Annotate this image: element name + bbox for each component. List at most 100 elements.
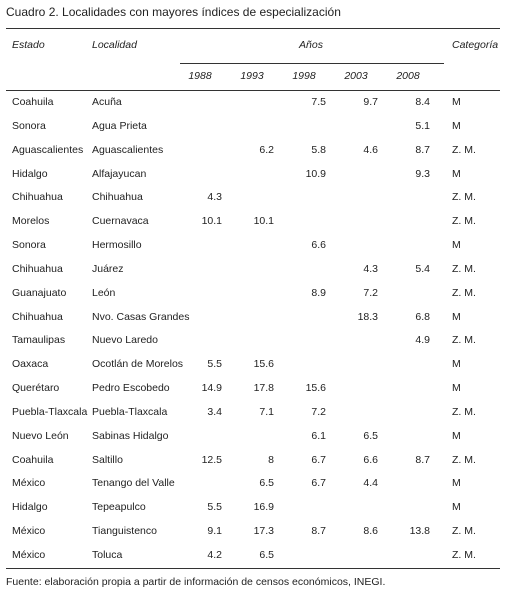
estado: Nuevo León	[12, 429, 69, 442]
categoria: Z. M.	[452, 215, 476, 228]
value: 4.4	[363, 477, 378, 490]
value: 10.1	[201, 215, 222, 228]
value: 14.9	[201, 382, 222, 395]
localidad: Acuña	[92, 96, 122, 108]
estado: Oaxaca	[12, 358, 49, 371]
estado: Guanajuato	[12, 286, 67, 299]
categoria: Z. M.	[452, 453, 476, 466]
value: 9.3	[415, 167, 430, 180]
value: 9.1	[207, 525, 222, 538]
localidad: Tepeapulco	[92, 501, 146, 514]
localidad: Tianguistenco	[92, 525, 157, 538]
categoria: M	[452, 167, 461, 180]
categoria: Z. M.	[452, 286, 476, 299]
value: 6.2	[259, 143, 274, 156]
value: 8.7	[311, 525, 326, 538]
bottom-rule	[6, 568, 500, 569]
value: 18.3	[357, 310, 378, 323]
value: 12.5	[201, 453, 222, 466]
localidad: Ocotlán de Morelos	[92, 358, 184, 371]
categoria: M	[452, 119, 461, 132]
footnote: Fuente: elaboración propia a partir de i…	[6, 576, 386, 588]
value: 5.5	[207, 501, 222, 514]
estado: Morelos	[12, 215, 50, 228]
localidad: León	[92, 286, 116, 299]
value: 8.6	[363, 525, 378, 538]
value: 7.2	[311, 405, 326, 418]
value: 4.2	[207, 548, 222, 561]
header: Localidad	[92, 39, 137, 51]
estado: Puebla-Tlaxcala	[12, 405, 88, 418]
value: 15.6	[305, 382, 326, 395]
localidad: Nuevo Laredo	[92, 334, 158, 347]
localidad: Hermosillo	[92, 239, 142, 252]
estado: México	[12, 548, 46, 561]
categoria: M	[452, 382, 461, 395]
value: 8.7	[415, 453, 430, 466]
estado: México	[12, 477, 46, 490]
categoria: M	[452, 96, 461, 108]
value: 8.7	[415, 143, 430, 156]
value: 10.9	[305, 167, 326, 180]
value: 6.6	[311, 239, 326, 252]
estado: Sonora	[12, 239, 46, 252]
header-bottom-rule	[6, 90, 500, 91]
value: 6.8	[415, 310, 430, 323]
categoria: Z. M.	[452, 191, 476, 204]
categoria: Z. M.	[452, 525, 476, 538]
year-header: 1988	[188, 70, 212, 82]
value: 6.1	[311, 429, 326, 442]
localidad: Aguascalientes	[92, 143, 164, 156]
value: 7.5	[311, 96, 326, 108]
value: 6.5	[363, 429, 378, 442]
header: Años	[299, 39, 323, 51]
value: 6.6	[363, 453, 378, 466]
categoria: M	[452, 310, 461, 323]
header-rule	[180, 63, 444, 64]
categoria: M	[452, 239, 461, 252]
value: 5.4	[415, 262, 430, 275]
year-header: 2003	[344, 70, 368, 82]
categoria: Z. M.	[452, 548, 476, 561]
localidad: Cuernavaca	[92, 215, 149, 228]
estado: Querétaro	[12, 382, 60, 395]
value: 15.6	[253, 358, 274, 371]
categoria: Z. M.	[452, 143, 476, 156]
categoria: M	[452, 429, 461, 442]
localidad: Toluca	[92, 548, 123, 561]
categoria: Z. M.	[452, 262, 476, 275]
localidad: Alfajayucan	[92, 167, 147, 180]
estado: Chihuahua	[12, 262, 63, 275]
value: 4.3	[207, 191, 222, 204]
estado: Chihuahua	[12, 191, 63, 204]
value: 17.8	[253, 382, 274, 395]
year-header: 1993	[240, 70, 264, 82]
localidad: Nvo. Casas Grandes	[92, 310, 190, 323]
value: 4.6	[363, 143, 378, 156]
estado: México	[12, 525, 46, 538]
localidad: Sabinas Hidalgo	[92, 429, 169, 442]
estado: Chihuahua	[12, 310, 63, 323]
value: 16.9	[253, 501, 274, 514]
categoria: M	[452, 477, 461, 490]
estado: Sonora	[12, 119, 46, 132]
value: 8	[268, 453, 274, 466]
value: 17.3	[253, 525, 274, 538]
categoria: Z. M.	[452, 405, 476, 418]
localidad: Saltillo	[92, 453, 123, 466]
value: 6.7	[311, 477, 326, 490]
year-header: 1998	[292, 70, 316, 82]
estado: Coahuila	[12, 453, 54, 466]
year-header: 2008	[396, 70, 420, 82]
value: 6.5	[259, 548, 274, 561]
value: 6.7	[311, 453, 326, 466]
localidad: Agua Prieta	[92, 119, 147, 132]
estado: Aguascalientes	[12, 143, 84, 156]
localidad: Juárez	[92, 262, 124, 275]
value: 5.8	[311, 143, 326, 156]
estado: Hidalgo	[12, 501, 48, 514]
value: 5.5	[207, 358, 222, 371]
value: 8.9	[311, 286, 326, 299]
categoria: M	[452, 358, 461, 371]
